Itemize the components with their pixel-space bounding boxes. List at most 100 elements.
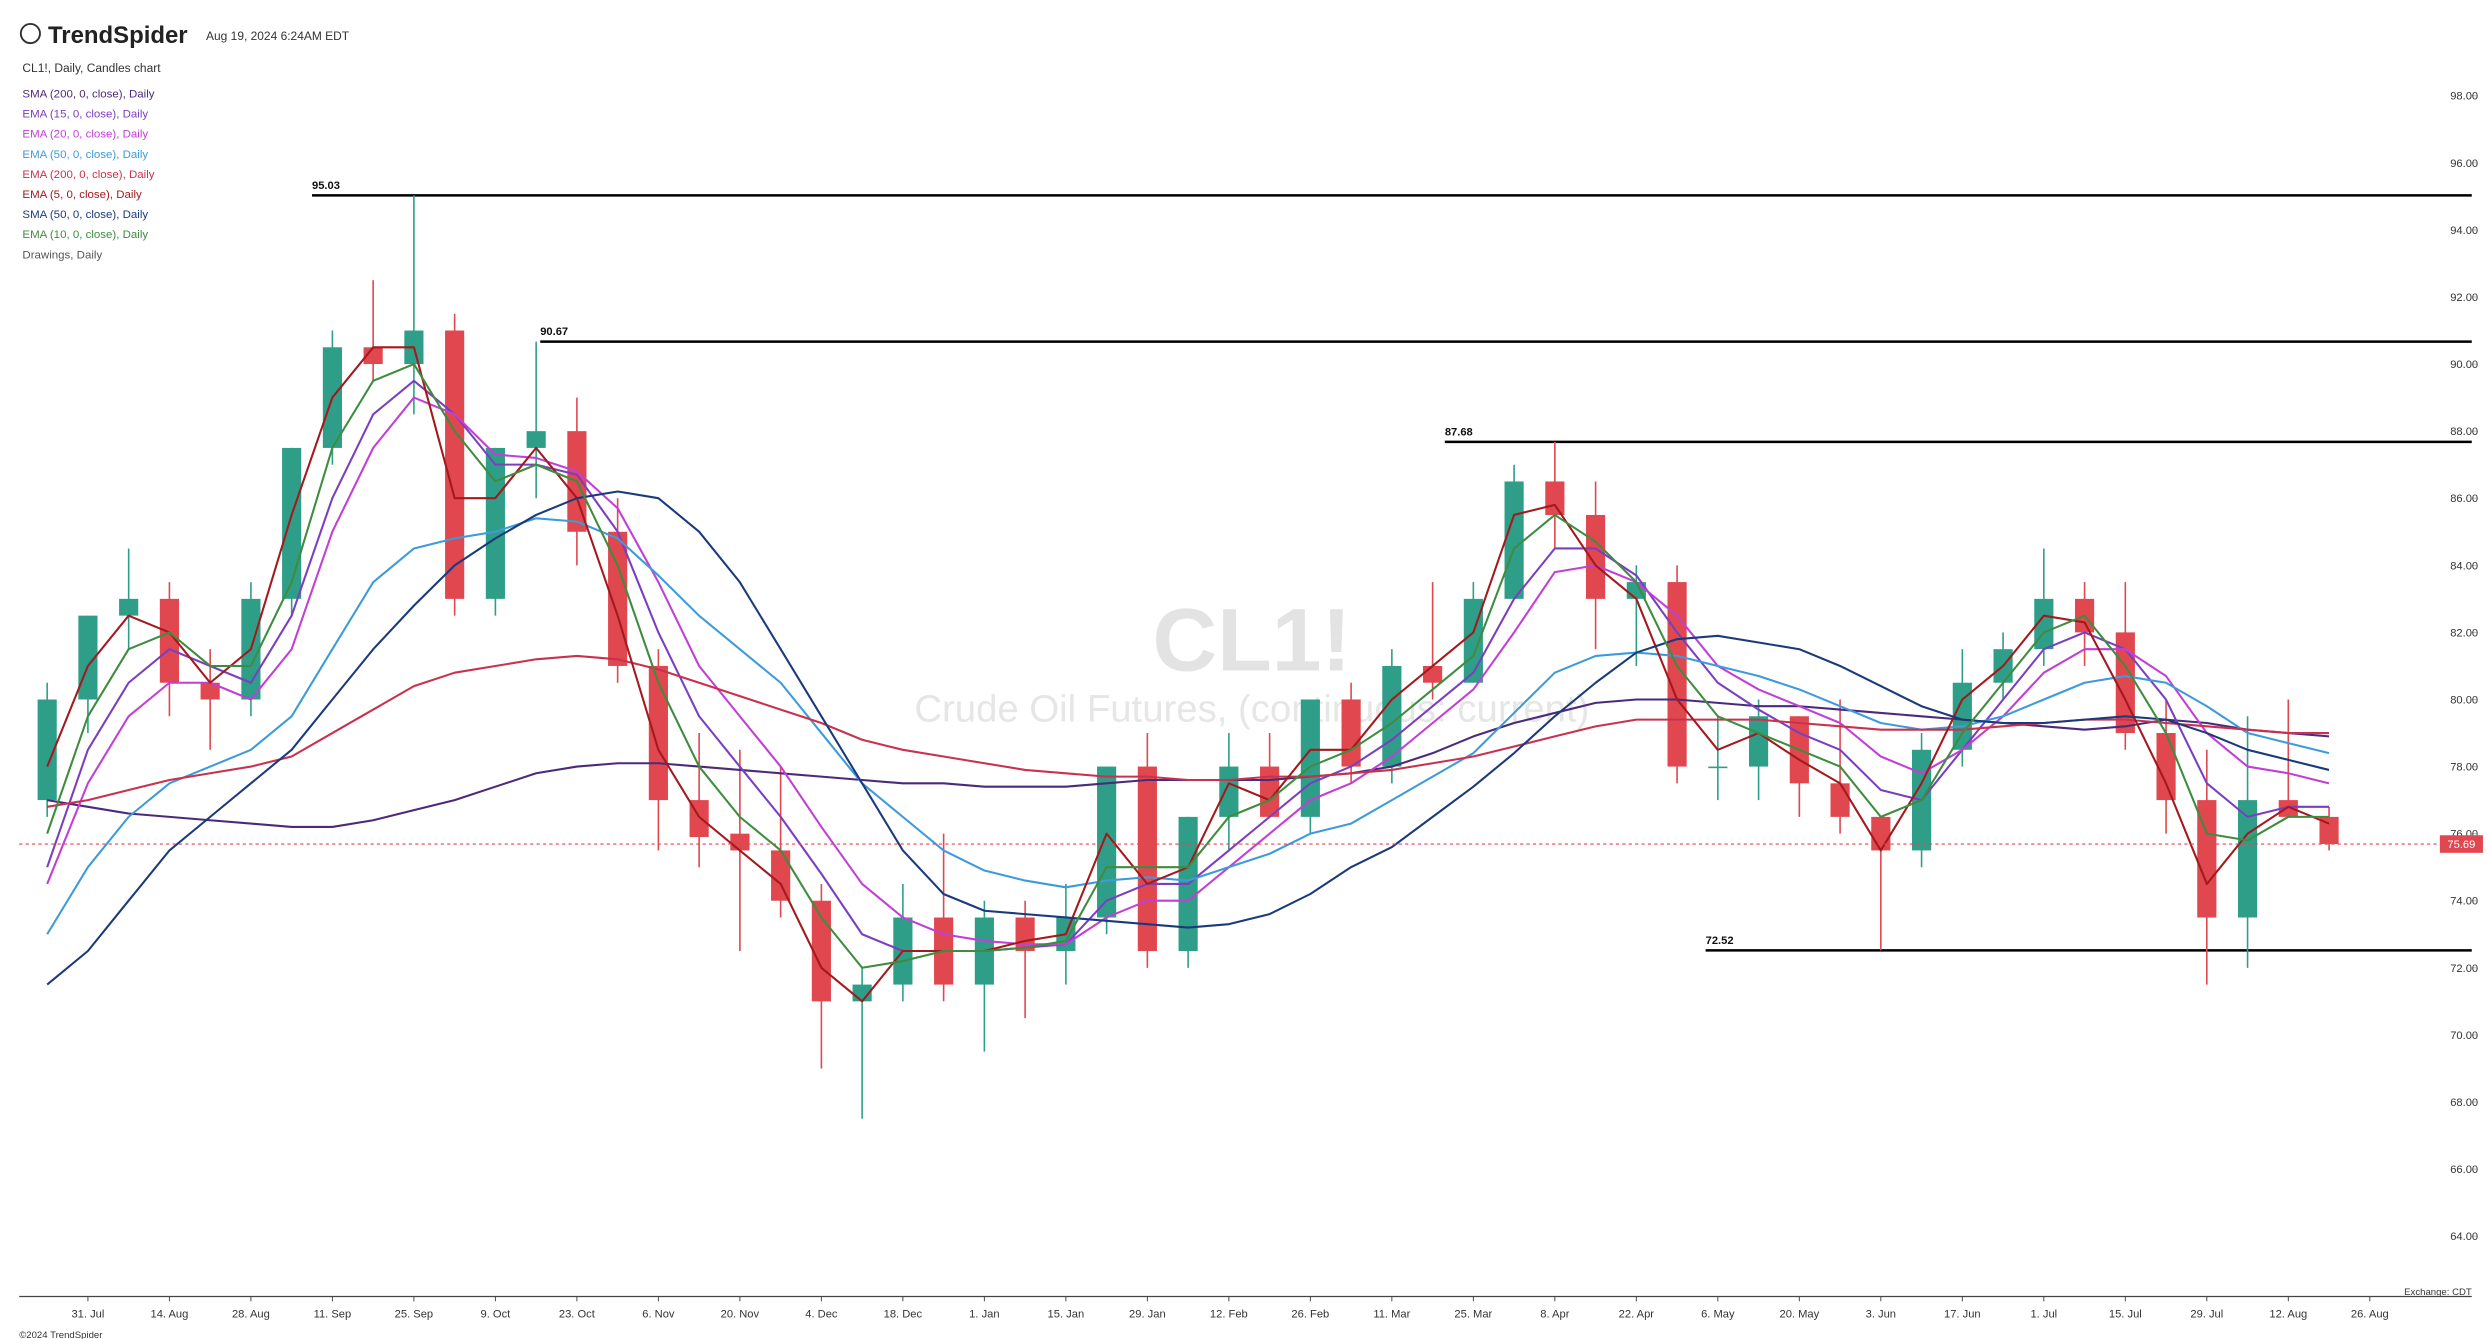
y-tick-label: 74.00 — [2450, 896, 2478, 908]
y-tick-label: 80.00 — [2450, 694, 2478, 706]
candle-body — [1586, 515, 1606, 599]
candle-body — [2278, 800, 2298, 817]
candles — [37, 195, 2339, 1119]
x-tick-label: 12. Aug — [2269, 1308, 2307, 1320]
legend-entry: Drawings, Daily — [22, 249, 102, 261]
y-tick-label: 98.00 — [2450, 91, 2478, 103]
x-tick-label: 29. Jul — [2190, 1308, 2223, 1320]
candle-body — [37, 699, 57, 801]
legend-entry: EMA (200, 0, close), Daily — [22, 169, 154, 181]
y-tick-label: 84.00 — [2450, 560, 2478, 572]
x-tick-label: 26. Aug — [2351, 1308, 2389, 1320]
x-tick-label: 6. Nov — [642, 1308, 675, 1320]
x-tick-label: 25. Mar — [1454, 1308, 1492, 1320]
exchange: Exchange: CDT — [2404, 1287, 2472, 1298]
timestamp: Aug 19, 2024 6:24AM EDT — [206, 29, 350, 43]
candle-body — [1504, 481, 1524, 599]
candle-body — [1749, 716, 1769, 767]
x-tick-label: 28. Aug — [232, 1308, 270, 1320]
candle-body — [811, 900, 831, 1002]
x-tick-label: 14. Aug — [150, 1308, 188, 1320]
candle-body — [1545, 481, 1565, 516]
x-tick-label: 4. Dec — [805, 1308, 838, 1320]
y-tick-label: 90.00 — [2450, 359, 2478, 371]
legend-entry: SMA (50, 0, close), Daily — [22, 209, 148, 221]
brand: TrendSpider — [48, 22, 188, 49]
y-tick-label: 66.00 — [2450, 1164, 2478, 1176]
x-tick-label: 11. Sep — [314, 1308, 352, 1320]
x-tick-label: 29. Jan — [1129, 1308, 1166, 1320]
y-tick-label: 70.00 — [2450, 1030, 2478, 1042]
level-label: 87.68 — [1445, 426, 1473, 438]
x-tick-label: 23. Oct — [559, 1308, 596, 1320]
y-tick-label: 64.00 — [2450, 1231, 2478, 1243]
logo-icon — [19, 22, 41, 45]
candle-body — [2319, 816, 2339, 845]
y-tick-label: 82.00 — [2450, 627, 2478, 639]
ma-line — [46, 490, 2330, 986]
candle-body — [771, 850, 791, 901]
x-tick-label: 31. Jul — [71, 1308, 104, 1320]
x-tick-label: 1. Jul — [2030, 1308, 2057, 1320]
ma-line — [46, 363, 2330, 969]
legend-entry: EMA (50, 0, close), Daily — [22, 149, 148, 161]
legend-entry: EMA (20, 0, close), Daily — [22, 129, 148, 141]
logo: TrendSpider — [19, 22, 188, 49]
x-tick-label: 26. Feb — [1291, 1308, 1329, 1320]
watermark-symbol: CL1! — [1153, 590, 1352, 690]
chart-label: CL1!, Daily, Candles chart — [22, 61, 161, 75]
candle-body — [2034, 598, 2054, 650]
x-tick-label: 22. Apr — [1619, 1308, 1655, 1320]
y-tick-label: 88.00 — [2450, 426, 2478, 438]
candle-body — [1830, 783, 1850, 817]
x-tick-label: 15. Jul — [2109, 1308, 2142, 1320]
candle-body — [1219, 766, 1239, 817]
legend-entry: EMA (5, 0, close), Daily — [22, 189, 142, 201]
y-tick-label: 78.00 — [2450, 762, 2478, 774]
y-tick-label: 94.00 — [2450, 225, 2478, 237]
candle-body — [1382, 665, 1402, 767]
x-tick-label: 3. Jun — [1866, 1308, 1896, 1320]
level-label: 90.67 — [540, 326, 568, 338]
x-tick-label: 12. Feb — [1210, 1308, 1248, 1320]
level-label: 72.52 — [1706, 935, 1734, 947]
candle-body — [1341, 699, 1361, 767]
candle-body — [282, 447, 302, 599]
level-label: 95.03 — [312, 180, 340, 192]
legend-entry: EMA (15, 0, close), Daily — [22, 109, 148, 121]
candle-body — [485, 447, 505, 599]
ma-line — [46, 379, 2330, 953]
legend-entry: SMA (200, 0, close), Daily — [22, 88, 154, 100]
x-tick-label: 17. Jun — [1944, 1308, 1981, 1320]
x-tick-label: 8. Apr — [1540, 1308, 1569, 1320]
candle-body — [2197, 800, 2217, 918]
x-tick-label: 9. Oct — [481, 1308, 512, 1320]
candle-body — [1952, 682, 1972, 750]
ma-line — [46, 396, 2330, 946]
x-tick-label: 25. Sep — [395, 1308, 433, 1320]
candle-body — [526, 431, 546, 448]
candle-body — [445, 330, 465, 599]
x-tick-label: 18. Dec — [884, 1308, 923, 1320]
y-tick-label: 96.00 — [2450, 158, 2478, 170]
y-tick-label: 72.00 — [2450, 963, 2478, 975]
x-tick-label: 20. May — [1779, 1308, 1819, 1320]
price-tag-label: 75.69 — [2447, 839, 2475, 851]
candle-body — [159, 598, 179, 683]
x-tick-label: 20. Nov — [721, 1308, 760, 1320]
candle-body — [2156, 733, 2176, 801]
y-tick-label: 92.00 — [2450, 292, 2478, 304]
legend-entry: EMA (10, 0, close), Daily — [22, 229, 148, 241]
x-tick-label: 1. Jan — [969, 1308, 999, 1320]
x-tick-label: 6. May — [1701, 1308, 1735, 1320]
candle-body — [1423, 665, 1443, 683]
copyright: ©2024 TrendSpider — [19, 1330, 103, 1339]
candle-body — [1871, 816, 1891, 851]
candle-body — [1137, 766, 1157, 952]
x-tick-label: 11. Mar — [1373, 1308, 1410, 1320]
x-tick-label: 15. Jan — [1048, 1308, 1085, 1320]
candle-body — [1708, 766, 1728, 769]
candle-body — [363, 347, 383, 365]
candle-body — [648, 665, 668, 801]
